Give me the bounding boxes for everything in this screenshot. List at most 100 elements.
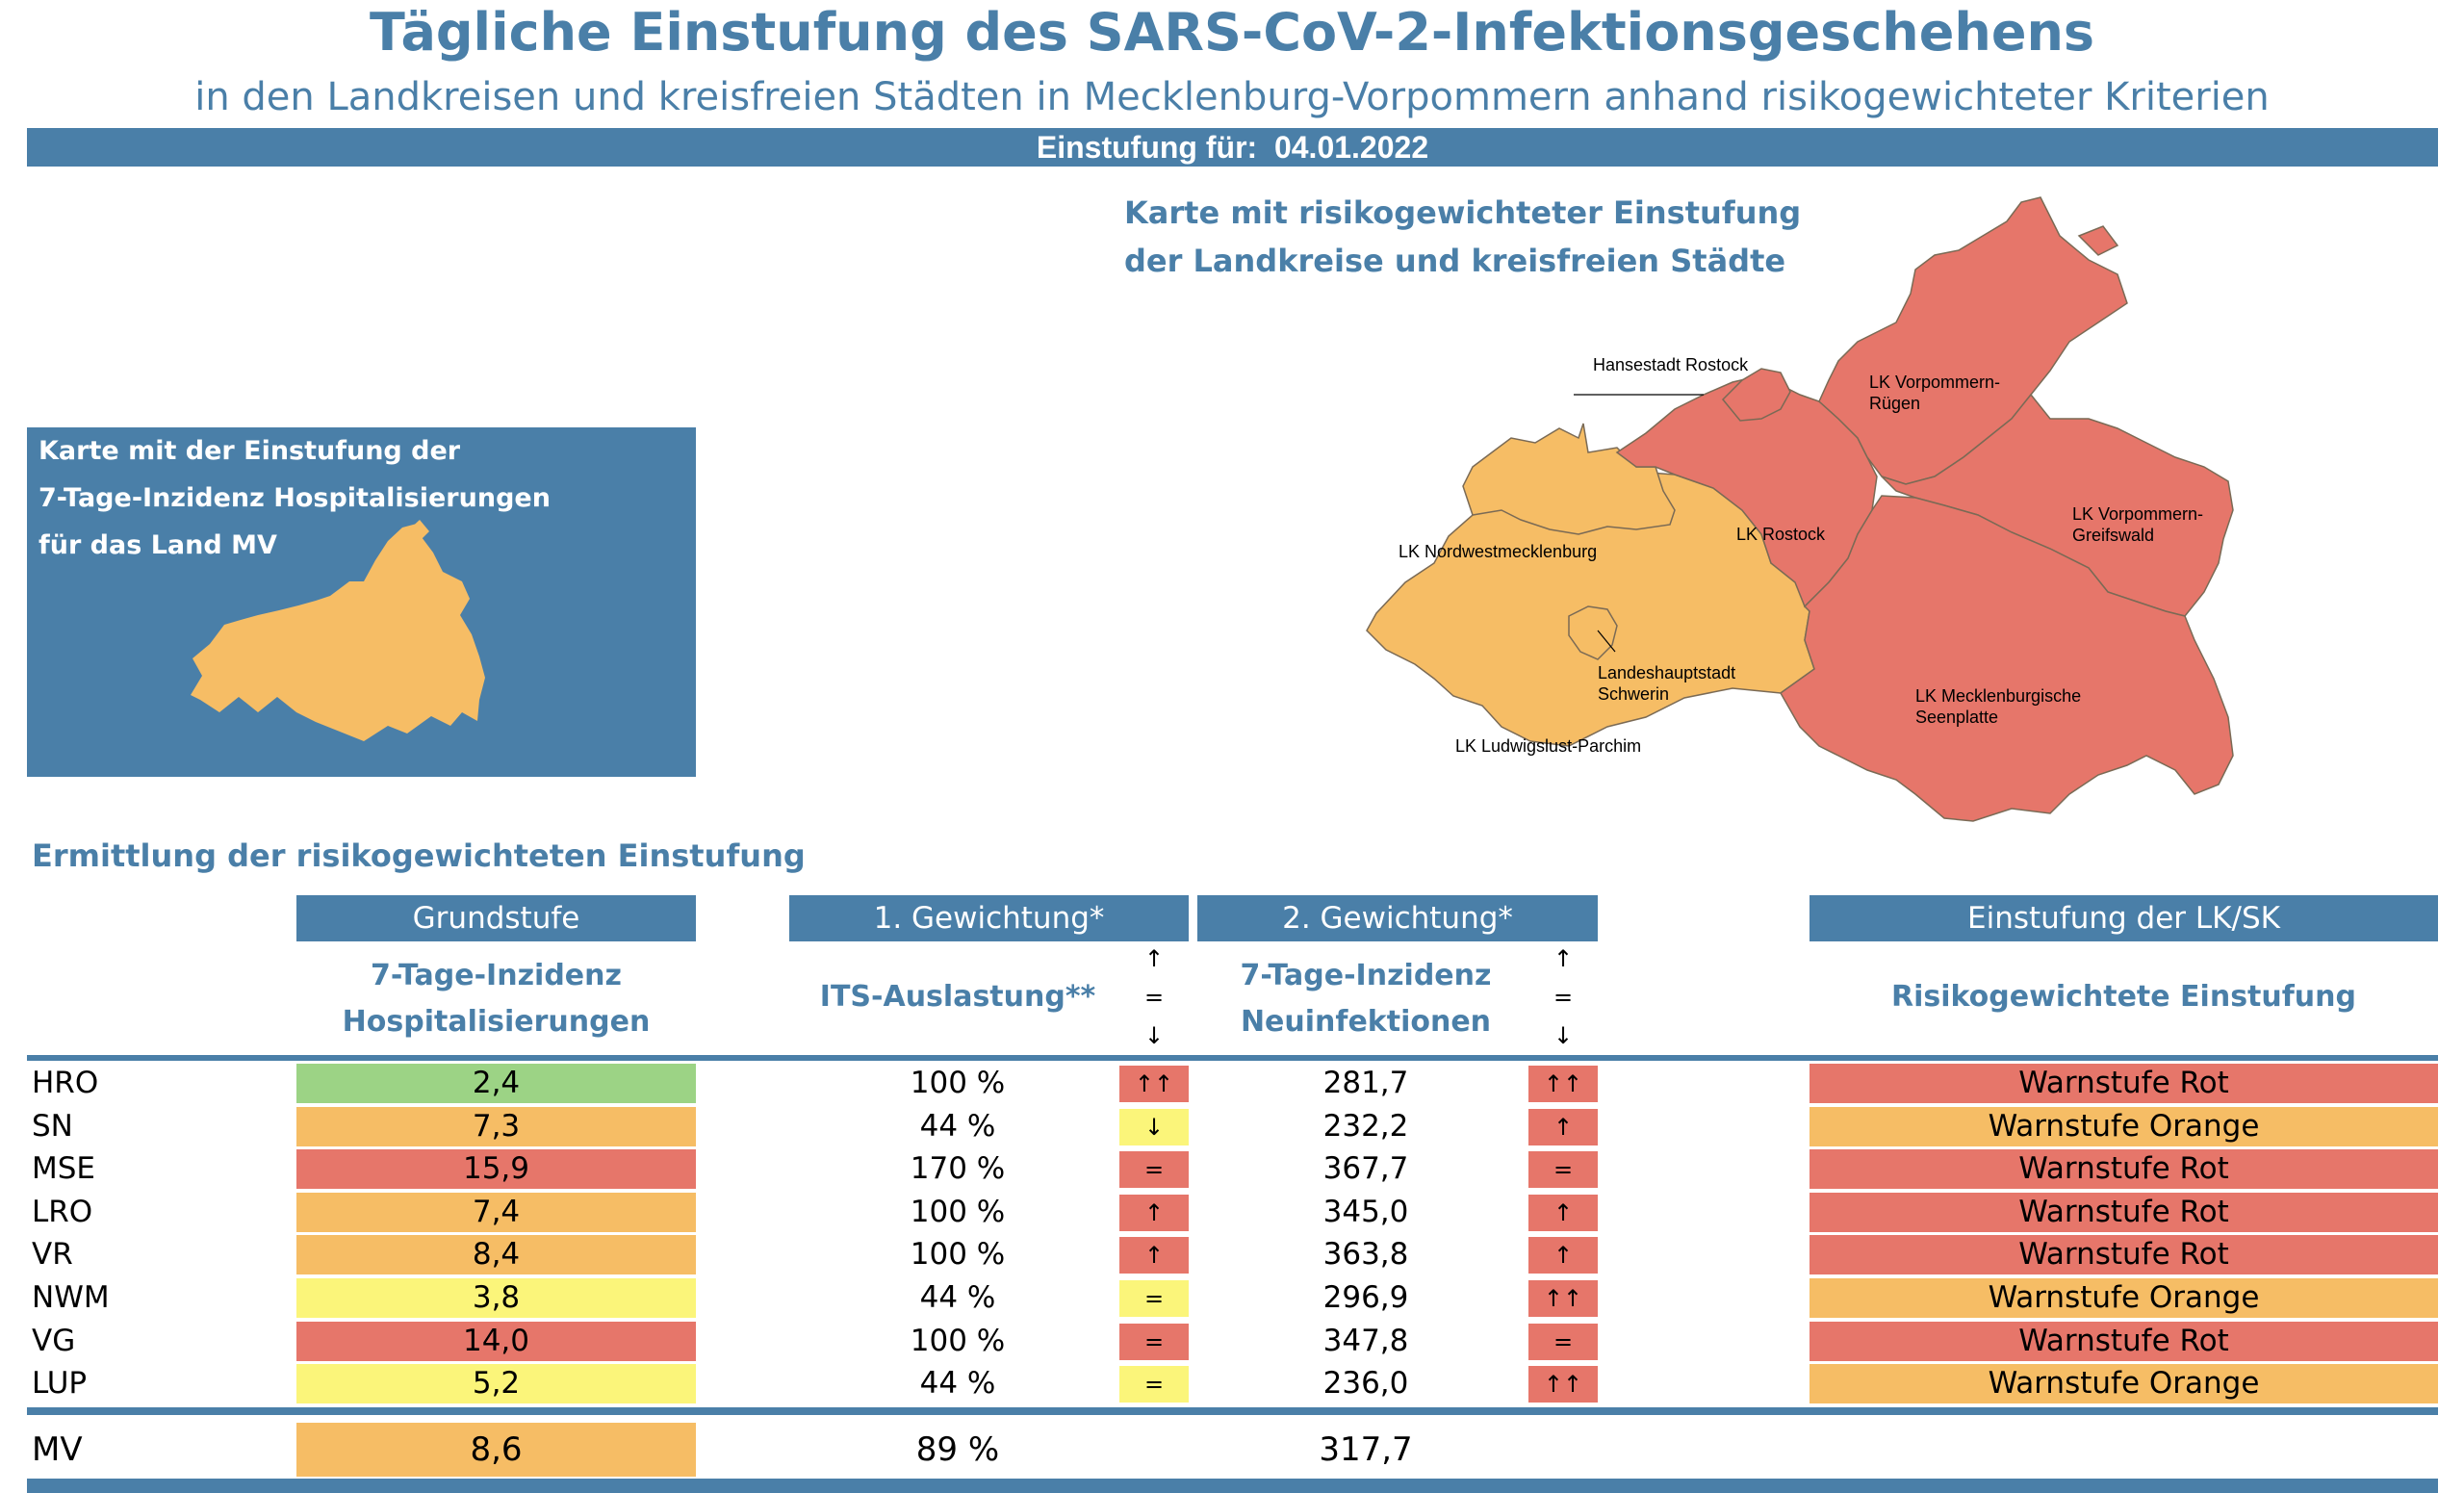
table-row: NWM 3,8 44 % = 296,9 ↑↑ Warnstufe Orange [0,1276,2464,1320]
legend-equal-icon: = [1553,984,1574,1011]
legend-down-icon: ↓ [1553,1022,1574,1049]
mv-hospitalization-map-box: Karte mit der Einstufung der 7-Tage-Inzi… [27,427,696,777]
new-infections-cell: 236,0 [1322,1366,1409,1402]
table-bottom-rule [27,1479,2438,1493]
total-label: MV [32,1430,83,1469]
infections-trend-cell: ↑↑ [1528,1366,1598,1403]
table-row: LUP 5,2 44 % = 236,0 ↑↑ Warnstufe Orange [0,1362,2464,1405]
map-label-vg-1: LK Vorpommern- [2072,504,2203,524]
hosp-incidence-cell: 14,0 [296,1321,696,1361]
its-cell: 44 % [919,1108,996,1144]
subheader-neuinfektionen: 7-Tage-Inzidenz Neuinfektionen [1197,953,1534,1045]
risk-level-cell: Warnstufe Orange [1810,1278,2438,1318]
its-cell: 44 % [919,1280,996,1315]
subheader-its: ITS-Auslastung** [819,980,1096,1014]
total-inz-cell: 317,7 [1319,1430,1413,1469]
header-gewichtung-1: 1. Gewichtung* [789,895,1189,941]
its-trend-cell: = [1119,1366,1189,1403]
new-infections-cell: 367,7 [1322,1151,1409,1187]
infections-trend-cell: ↑ [1528,1108,1598,1145]
map-label-lro: LK Rostock [1736,525,1826,544]
table-row: VR 8,4 100 % ↑ 363,8 ↑ Warnstufe Rot [0,1233,2464,1276]
its-trend-cell: = [1119,1280,1189,1317]
district-label: LRO [32,1194,93,1229]
map-label-sn-2: Schwerin [1598,684,1669,704]
infections-trend-cell: = [1528,1323,1598,1360]
risk-level-cell: Warnstufe Rot [1810,1321,2438,1361]
table-row: MSE 15,9 170 % = 367,7 = Warnstufe Rot [0,1147,2464,1191]
region-map-title: Karte mit risikogewichteter Einstufung d… [1124,189,1801,285]
total-row: MV 8,6 89 % 317,7 [0,1423,2464,1477]
mv-box-title-line2: 7-Tage-Inzidenz Hospitalisierungen [38,483,551,513]
new-infections-cell: 232,2 [1322,1108,1409,1144]
its-trend-cell: ↑ [1119,1194,1189,1231]
infections-trend-cell: ↑ [1528,1237,1598,1274]
risk-level-cell: Warnstufe Orange [1810,1364,2438,1404]
trend-legend-1: ↑ = ↓ [1135,940,1173,1055]
table-top-rule [27,1055,2438,1061]
mv-state-map [191,520,485,741]
hosp-incidence-cell: 15,9 [296,1149,696,1190]
district-vr-island [2077,225,2119,256]
map-label-mse-2: Seenplatte [1915,708,1998,727]
header-gewichtung-2: 2. Gewichtung* [1197,895,1598,941]
its-trend-cell: = [1119,1151,1189,1189]
risk-level-cell: Warnstufe Rot [1810,1192,2438,1232]
risk-level-cell: Warnstufe Rot [1810,1235,2438,1275]
risk-level-cell: Warnstufe Rot [1810,1064,2438,1103]
map-label-mse-1: LK Mecklenburgische [1915,686,2081,706]
legend-up-icon: ↑ [1553,945,1574,972]
mv-box-title-line1: Karte mit der Einstufung der [38,436,461,466]
table-total-rule [27,1407,2438,1415]
its-trend-cell: = [1119,1323,1189,1360]
header-grundstufe: Grundstufe [296,895,696,941]
district-label: LUP [32,1366,88,1402]
infections-trend-cell: ↑↑ [1528,1280,1598,1317]
total-its-cell: 89 % [915,1430,1000,1469]
map-label-vr-1: LK Vorpommern- [1869,373,2000,392]
header-einstufung: Einstufung der LK/SK [1810,895,2438,941]
subheader-neu-line2: Neuinfektionen [1240,1005,1492,1039]
map-label-vr-2: Rügen [1869,394,1920,413]
legend-up-icon: ↑ [1143,945,1165,972]
date-value: 04.01.2022 [1273,130,1429,165]
its-cell: 100 % [910,1237,1006,1273]
district-label: HRO [32,1066,99,1100]
page-subtitle: in den Landkreisen und kreisfreien Städt… [194,75,2270,119]
district-label: VR [32,1237,73,1273]
district-map: Hansestadt Rostock LK Vorpommern- Rügen … [1366,196,2234,822]
legend-equal-icon: = [1143,984,1165,1011]
hosp-incidence-cell: 3,8 [296,1278,696,1318]
subheader-hospitalisierungen: 7-Tage-Inzidenz Hospitalisierungen [296,953,696,1045]
new-infections-cell: 363,8 [1322,1237,1409,1273]
map-label-nwm: LK Nordwestmecklenburg [1399,542,1597,561]
subheader-neu-line1: 7-Tage-Inzidenz [1240,959,1492,992]
subheader-hosp-line1: 7-Tage-Inzidenz [371,959,622,992]
region-map-title-line2: der Landkreise und kreisfreien Städte [1124,243,1786,279]
infections-trend-cell: ↑ [1528,1194,1598,1231]
table-row: VG 14,0 100 % = 347,8 = Warnstufe Rot [0,1320,2464,1363]
mv-state-shape [191,524,485,741]
district-label: SN [32,1108,73,1144]
table-row: HRO 2,4 100 % ↑↑ 281,7 ↑↑ Warnstufe Rot [0,1062,2464,1105]
district-mse [1780,495,2234,822]
hosp-incidence-cell: 7,3 [296,1106,696,1146]
district-sn [1568,605,1618,660]
map-label-vg-2: Greifswald [2072,526,2154,545]
date-label: Einstufung für: [1036,130,1258,165]
map-label-lup: LK Ludwigslust-Parchim [1455,736,1641,756]
table-row: LRO 7,4 100 % ↑ 345,0 ↑ Warnstufe Rot [0,1191,2464,1234]
hosp-incidence-cell: 2,4 [296,1064,696,1103]
hosp-incidence-cell: 5,2 [296,1364,696,1404]
infections-trend-cell: = [1528,1151,1598,1189]
district-hro [1721,368,1791,422]
legend-down-icon: ↓ [1143,1022,1165,1049]
infections-trend-cell: ↑↑ [1528,1066,1598,1102]
trend-legend-2: ↑ = ↓ [1544,940,1582,1055]
leader-line-sn [1597,630,1616,653]
its-trend-cell: ↑↑ [1119,1066,1189,1102]
mv-state-island [407,520,429,541]
district-label: MSE [32,1151,96,1187]
its-cell: 100 % [910,1066,1006,1100]
subheader-risk: Risikogewichtete Einstufung [1891,980,2356,1014]
